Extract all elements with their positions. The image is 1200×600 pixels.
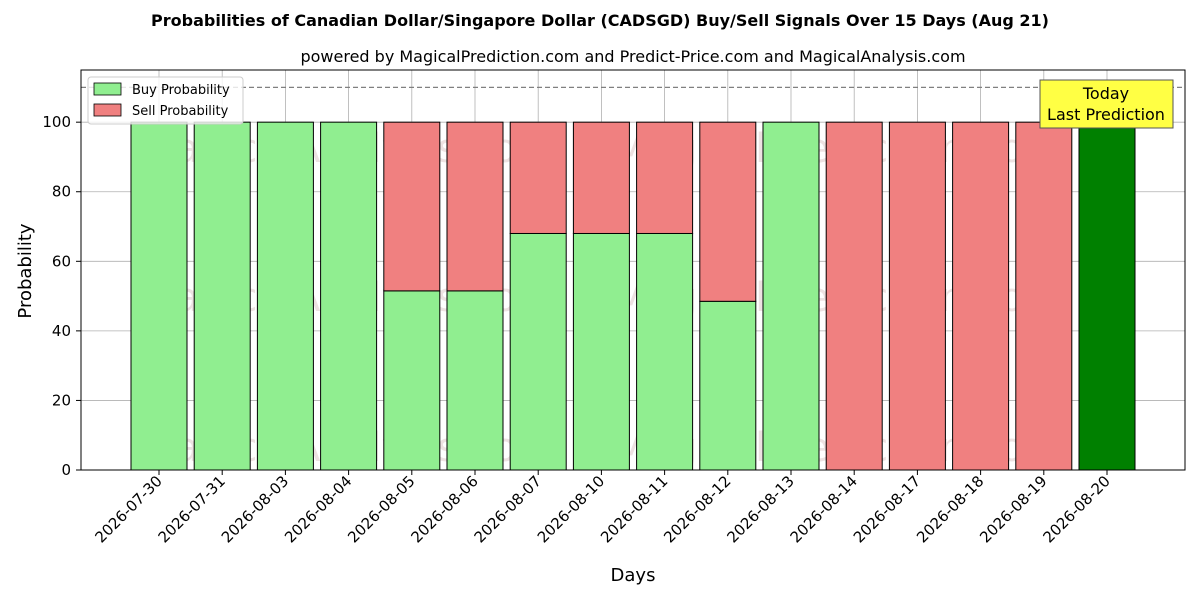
y-tick-label: 0	[61, 461, 71, 479]
x-tick-label: 2026-07-30	[91, 472, 165, 546]
buy-bar	[572, 232, 630, 471]
x-tick-label: 2026-08-10	[534, 472, 608, 546]
bars	[130, 121, 1136, 471]
y-tick-label: 60	[52, 252, 71, 270]
buy-bar	[130, 121, 188, 471]
x-tick-label: 2026-08-06	[407, 472, 481, 546]
x-tick-label: 2026-08-19	[976, 472, 1050, 546]
today-annotation: Today Last Prediction	[1039, 79, 1174, 129]
plot-frame	[80, 69, 1186, 471]
legend-swatch-buy	[93, 82, 122, 96]
sell-bar	[446, 121, 504, 292]
y-axis-label: Probability	[15, 223, 36, 318]
x-tick-label: 2026-08-14	[787, 472, 861, 546]
buy-bar	[1078, 121, 1136, 471]
x-tick-label: 2026-08-05	[344, 472, 418, 546]
x-tick-label: 2026-08-18	[913, 472, 987, 546]
sell-bar	[636, 121, 694, 234]
buy-bar	[256, 121, 314, 471]
sell-bar	[825, 121, 883, 471]
x-tick-label: 2026-08-07	[471, 472, 545, 546]
x-tick-label: 2026-08-03	[218, 472, 292, 546]
buy-bar	[509, 232, 567, 471]
sell-bar	[952, 121, 1010, 471]
x-tick-label: 2026-08-12	[660, 472, 734, 546]
sell-bar	[699, 121, 757, 302]
buy-bar	[699, 300, 757, 471]
x-tick-label: 2026-08-13	[723, 472, 797, 546]
legend-box	[87, 76, 244, 125]
chart-subtitle: powered by MagicalPrediction.com and Pre…	[300, 47, 965, 66]
sell-bar	[1015, 121, 1073, 471]
y-tick-label: 100	[42, 113, 71, 131]
buy-bar	[320, 121, 378, 471]
y-tick-label: 80	[52, 183, 71, 201]
y-tick-label: 40	[52, 322, 71, 340]
legend-label-buy: Buy Probability	[132, 83, 230, 98]
x-tick-label: 2026-07-31	[155, 472, 229, 546]
buy-bar	[193, 121, 251, 471]
legend-swatch-sell	[93, 103, 122, 117]
legend-label-sell: Sell Probability	[132, 104, 229, 119]
x-tick-label: 2026-08-04	[281, 472, 355, 546]
buy-bar	[383, 290, 441, 471]
chart-title: Probabilities of Canadian Dollar/Singapo…	[151, 11, 1049, 30]
sell-bar	[383, 121, 441, 292]
sell-bar	[509, 121, 567, 234]
buy-bar	[762, 121, 820, 471]
x-axis-label: Days	[611, 565, 656, 586]
annotation-box	[1039, 79, 1174, 129]
annotation-line-2: Last Prediction	[1047, 105, 1165, 124]
x-tick-label: 2026-08-11	[597, 472, 671, 546]
legend: Buy Probability Sell Probability	[87, 76, 244, 125]
annotation-line-1: Today	[1082, 84, 1129, 103]
y-tick-label: 20	[52, 391, 71, 409]
sell-bar	[888, 121, 946, 471]
buy-bar	[636, 232, 694, 471]
buy-bar	[446, 290, 504, 471]
x-tick-label: 2026-08-17	[850, 472, 924, 546]
sell-bar	[572, 121, 630, 234]
x-tick-label: 2026-08-20	[1039, 472, 1113, 546]
